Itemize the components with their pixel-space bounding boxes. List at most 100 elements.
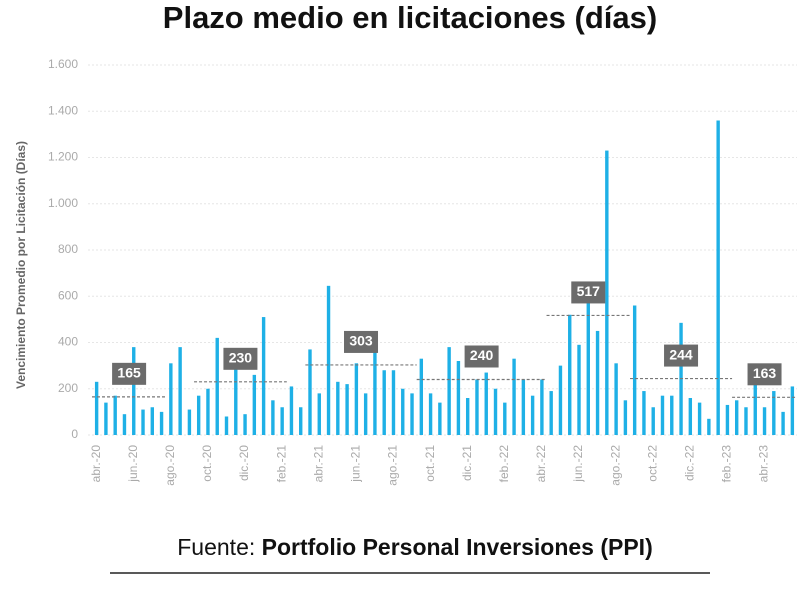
- bar: [707, 418, 711, 435]
- bar: [354, 363, 359, 435]
- bar: [178, 347, 182, 435]
- bar: [512, 358, 516, 435]
- bar: [326, 285, 331, 435]
- bar: [632, 305, 637, 435]
- bar: [790, 386, 795, 435]
- bar: [540, 379, 544, 435]
- bar: [150, 407, 154, 435]
- bar: [438, 402, 442, 435]
- bar: [308, 349, 312, 435]
- bar: [530, 395, 535, 435]
- x-tick-label: ago.-21: [386, 445, 400, 486]
- y-tick-label: 1.200: [48, 150, 78, 164]
- bar: [113, 395, 117, 435]
- average-label-box: [747, 363, 782, 386]
- bar: [363, 393, 368, 435]
- bar: [299, 407, 303, 435]
- bar: [697, 402, 702, 435]
- average-label: 230: [229, 350, 253, 366]
- bar: [94, 381, 99, 435]
- bar: [577, 344, 581, 435]
- bar: [206, 388, 210, 435]
- y-tick-label: 1.000: [48, 196, 78, 210]
- bar: [419, 358, 424, 435]
- x-tick-label: ago.-20: [163, 445, 177, 486]
- bar: [688, 398, 693, 435]
- bar: [605, 150, 609, 435]
- x-tick-label: abr.-22: [534, 445, 548, 483]
- bar: [382, 370, 386, 435]
- bar: [660, 395, 665, 435]
- bar: [345, 384, 349, 435]
- x-tick-label: abr.-23: [757, 445, 771, 483]
- bar: [243, 414, 247, 435]
- y-tick-label: 1.600: [48, 57, 78, 71]
- bar: [521, 379, 526, 435]
- x-tick-label: abr.-20: [89, 445, 103, 483]
- bar: [336, 381, 340, 435]
- y-tick-label: 200: [58, 381, 78, 395]
- bar: [484, 372, 488, 435]
- bar: [317, 393, 321, 435]
- bar: [187, 409, 192, 435]
- bar: [410, 393, 414, 435]
- source: Fuente: Portfolio Personal Inversiones (…: [177, 534, 652, 560]
- bar: [122, 414, 127, 435]
- x-tick-label: dic.-22: [682, 445, 696, 481]
- bar: [614, 363, 618, 435]
- bar: [642, 391, 646, 435]
- x-tick-label: jun.-21: [349, 445, 363, 483]
- x-tick-label: oct.-22: [645, 445, 659, 482]
- x-tick-label: feb.-23: [720, 445, 734, 483]
- bar: [252, 374, 257, 435]
- bar: [456, 361, 461, 435]
- bar: [428, 393, 433, 435]
- bar: [271, 400, 275, 435]
- bar: [549, 391, 553, 435]
- bar: [568, 314, 572, 435]
- x-tick-label: jun.-22: [571, 445, 585, 483]
- bar: [224, 416, 229, 435]
- x-tick-label: abr.-21: [311, 445, 325, 483]
- x-tick-label: oct.-20: [200, 445, 214, 482]
- bar: [261, 317, 266, 435]
- bar: [234, 365, 238, 435]
- x-tick-label: oct.-21: [423, 445, 437, 482]
- bar: [447, 347, 451, 435]
- y-tick-label: 600: [58, 288, 78, 302]
- x-tick-label: dic.-20: [237, 445, 251, 481]
- bar: [558, 365, 563, 435]
- bar: [651, 407, 655, 435]
- average-label-box: [571, 281, 606, 304]
- bar: [465, 398, 470, 435]
- bar: [280, 407, 284, 435]
- bar: [132, 347, 136, 435]
- y-axis-label: Vencimiento Promedio por Licitación (Día…: [14, 141, 28, 389]
- average-label-box: [112, 362, 147, 385]
- chart-title: Plazo medio en licitaciones (días): [163, 0, 657, 35]
- y-tick-label: 400: [58, 335, 78, 349]
- bar: [781, 411, 785, 435]
- x-tick-label: feb.-21: [274, 445, 288, 483]
- bar: [401, 388, 405, 435]
- bar: [169, 363, 173, 435]
- bar: [623, 400, 628, 435]
- bar: [475, 379, 479, 435]
- bar: [391, 370, 396, 435]
- bar: [595, 330, 600, 435]
- bar: [716, 120, 720, 435]
- x-tick-label: feb.-22: [497, 445, 511, 483]
- average-label-box: [223, 347, 258, 370]
- bar: [670, 395, 674, 435]
- average-label: 244: [669, 346, 693, 362]
- bar: [762, 407, 767, 435]
- average-label: 165: [117, 365, 141, 381]
- bar: [141, 409, 145, 435]
- bar: [725, 404, 730, 435]
- y-tick-label: 0: [71, 427, 78, 441]
- y-tick-label: 1.400: [48, 103, 78, 117]
- average-label-box: [464, 345, 499, 368]
- bar: [493, 388, 498, 435]
- bar: [503, 402, 507, 435]
- bar: [373, 347, 377, 435]
